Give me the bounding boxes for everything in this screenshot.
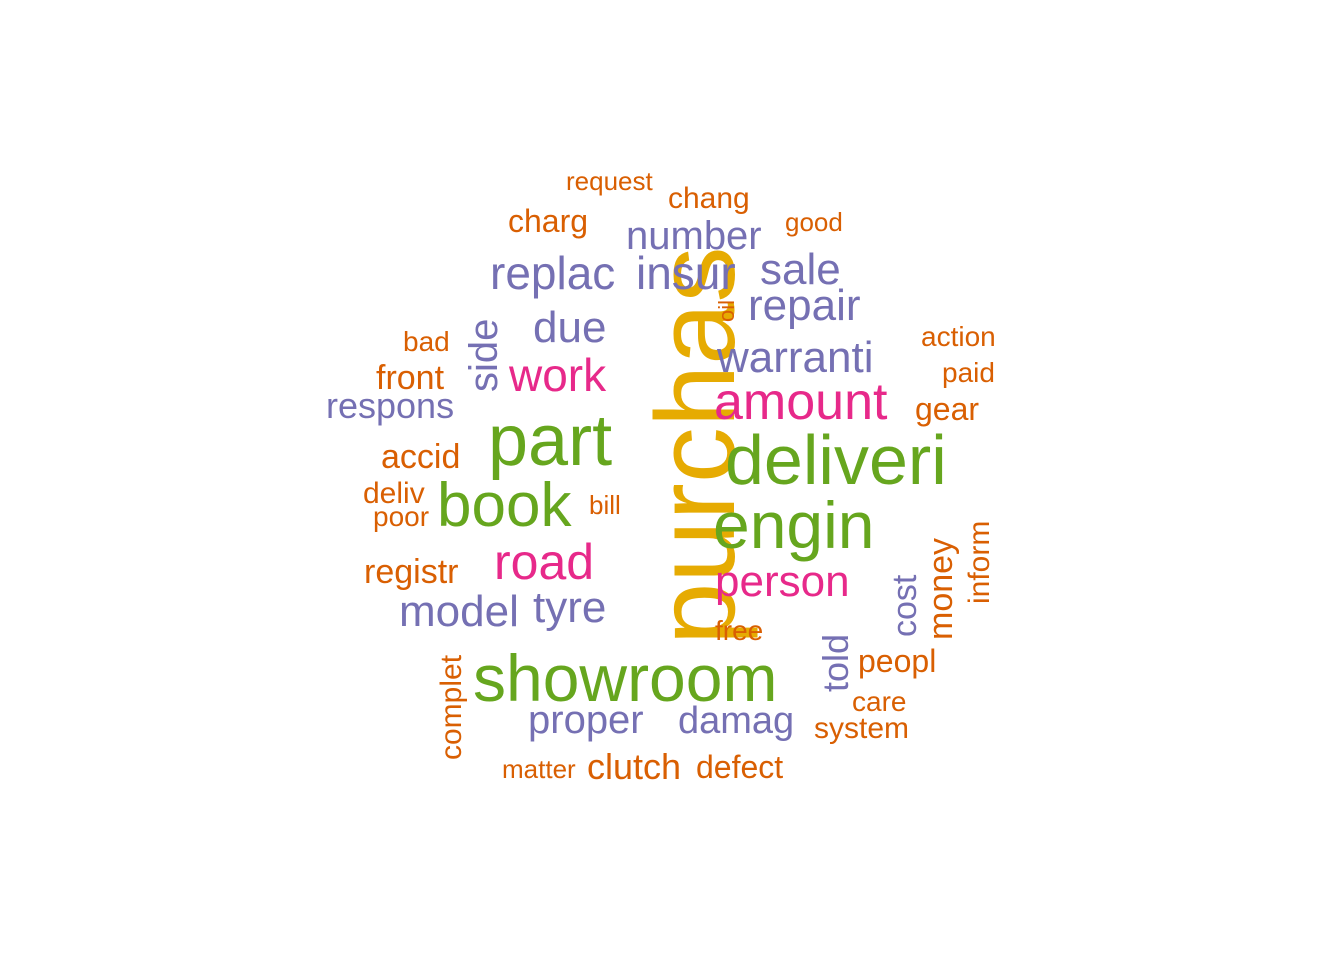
- word-book: book: [437, 471, 572, 540]
- word-money: money: [922, 537, 960, 640]
- word-insur: insur: [636, 247, 736, 299]
- word-engin: engin: [713, 488, 875, 562]
- word-paid: paid: [942, 357, 995, 388]
- word-deliv: deliv: [363, 477, 425, 510]
- word-road: road: [494, 534, 595, 590]
- word-poor: poor: [373, 501, 430, 532]
- word-part: part: [488, 401, 613, 481]
- word-action: action: [921, 321, 996, 352]
- word-defect: defect: [696, 749, 784, 785]
- word-inform: inform: [963, 520, 996, 604]
- word-complet: complet: [435, 654, 468, 760]
- word-model: model: [399, 587, 519, 636]
- word-gear: gear: [915, 391, 980, 427]
- word-peopl: peopl: [858, 643, 937, 679]
- word-proper: proper: [528, 698, 644, 742]
- word-side: side: [462, 318, 506, 392]
- word-bad: bad: [403, 326, 450, 357]
- word-warranti: warranti: [717, 333, 874, 382]
- word-accid: accid: [381, 438, 461, 476]
- word-sale: sale: [760, 245, 841, 294]
- word-person: person: [715, 557, 850, 606]
- word-deliveri: deliveri: [725, 421, 947, 499]
- word-charg: charg: [508, 203, 589, 239]
- word-repair: repair: [748, 281, 861, 330]
- word-front: front: [376, 359, 445, 397]
- word-bill: bill: [589, 490, 621, 520]
- word-care: care: [852, 686, 907, 717]
- word-told: told: [815, 633, 856, 692]
- word-respons: respons: [326, 385, 455, 426]
- word-clutch: clutch: [587, 746, 682, 787]
- word-cost: cost: [886, 574, 924, 637]
- word-due: due: [533, 303, 607, 352]
- word-chang: chang: [668, 182, 750, 215]
- word-showroom: showroom: [473, 641, 778, 715]
- word-amount: amount: [714, 373, 888, 431]
- word-work: work: [509, 349, 607, 401]
- word-good: good: [785, 207, 843, 237]
- word-number: number: [626, 214, 762, 258]
- word-replac: replac: [490, 247, 616, 299]
- word-system: system: [814, 712, 910, 745]
- word-tyre: tyre: [533, 583, 607, 632]
- word-free: free: [715, 615, 764, 646]
- word-registr: registr: [364, 553, 459, 591]
- word-request: request: [566, 166, 653, 196]
- word-oil: oil: [714, 299, 739, 322]
- word-damag: damag: [678, 700, 795, 742]
- word-matter: matter: [502, 754, 576, 784]
